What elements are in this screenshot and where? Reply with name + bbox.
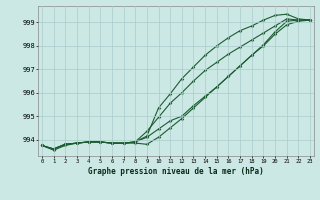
X-axis label: Graphe pression niveau de la mer (hPa): Graphe pression niveau de la mer (hPa) bbox=[88, 167, 264, 176]
